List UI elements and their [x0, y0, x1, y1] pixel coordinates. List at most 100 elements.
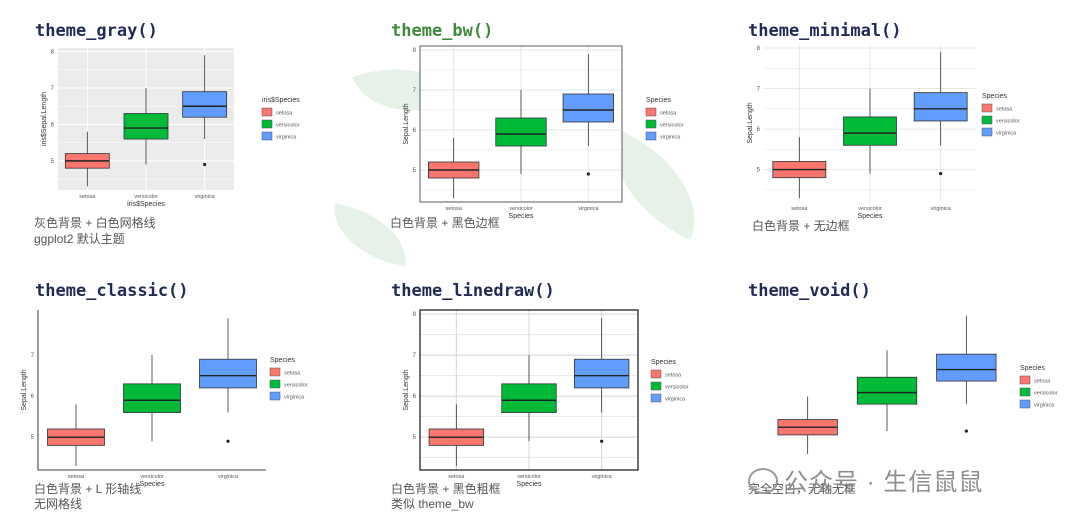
- x-axis-label: Species: [517, 481, 542, 488]
- legend-label: versicolor: [276, 123, 300, 129]
- box-versicolor: [856, 376, 918, 405]
- x-tick-label: virginica: [218, 474, 239, 480]
- panel-caption: 灰色背景 + 白色网格线: [34, 216, 156, 230]
- panel-title: theme_void(): [748, 281, 871, 301]
- y-tick-label: 5: [31, 435, 35, 441]
- x-tick-label: versicolor: [858, 206, 882, 212]
- legend-title: Species: [1020, 365, 1045, 372]
- legend-label: setosa: [996, 107, 1013, 113]
- legend-swatch: [645, 131, 657, 141]
- legend-swatch: [650, 369, 662, 379]
- legend-label: virginica: [665, 397, 686, 403]
- outlier-point: [203, 162, 207, 167]
- legend-swatch: [981, 103, 993, 113]
- legend-swatch: [269, 367, 281, 377]
- panel-title: theme_classic(): [35, 281, 189, 301]
- panel-caption: 白色背景 + 黑色边框: [390, 216, 500, 230]
- y-tick-label: 8: [413, 312, 417, 318]
- x-tick-label: virginica: [931, 206, 952, 212]
- x-tick-label: versicolor: [517, 474, 541, 480]
- y-axis-label: iris$Sepal.Length: [41, 92, 48, 146]
- legend-label: versicolor: [284, 383, 308, 389]
- legend-swatch: [261, 119, 273, 129]
- boxplot-chart: 5 6 7 8 setosa versicolor virginica iris$Specie…: [41, 48, 300, 208]
- y-tick-label: 5: [413, 435, 417, 441]
- legend-swatch: [1019, 387, 1031, 397]
- x-tick-label: virginica: [578, 206, 599, 212]
- legend-label: setosa: [660, 111, 677, 117]
- y-axis-label: Sepal.Length: [747, 102, 754, 143]
- x-axis-label: Species: [140, 481, 165, 488]
- y-axis-label: Sepal.Length: [21, 369, 28, 410]
- y-tick-label: 5: [413, 168, 417, 174]
- y-tick-label: 7: [757, 87, 761, 93]
- watermark: 公众号 · 生信鼠鼠: [748, 462, 983, 497]
- legend-label: versicolor: [1034, 391, 1058, 397]
- box-versicolor: [123, 113, 169, 140]
- panel-border: [419, 309, 639, 471]
- legend-title: Species: [651, 359, 676, 366]
- box-versicolor: [123, 383, 181, 413]
- box-virginica: [574, 358, 630, 389]
- y-tick-label: 8: [51, 50, 55, 56]
- panel-caption: 白色背景 + L 形轴线: [34, 482, 142, 496]
- legend-title: Species: [982, 93, 1007, 100]
- legend-swatch: [261, 131, 273, 141]
- box-virginica: [562, 93, 614, 123]
- y-tick-label: 6: [51, 122, 55, 128]
- legend-label: versicolor: [996, 119, 1020, 125]
- legend-swatch: [269, 379, 281, 389]
- legend-label: virginica: [996, 131, 1017, 137]
- legend-swatch: [981, 127, 993, 137]
- legend-swatch: [261, 107, 273, 117]
- y-tick-label: 7: [413, 353, 417, 359]
- boxplot-chart: 5 6 7 8 setosa versicolor virginica Species Sepa…: [403, 45, 684, 220]
- y-tick-label: 7: [51, 86, 55, 92]
- panel-border: [419, 45, 623, 203]
- y-axis-label: Sepal.Length: [403, 103, 410, 144]
- legend-label: virginica: [276, 135, 297, 141]
- boxplot-chart: 5 6 7 8 setosa versicolor virginica Species Sepa…: [747, 44, 1020, 220]
- legend-label: virginica: [1034, 403, 1055, 409]
- outlier-point: [939, 172, 943, 176]
- panel-caption: 白色背景 + 黑色粗框: [391, 482, 501, 496]
- y-tick-label: 8: [757, 46, 761, 52]
- panel-title: theme_linedraw(): [391, 281, 555, 301]
- legend-label: versicolor: [660, 123, 684, 129]
- legend-label: virginica: [284, 395, 305, 401]
- y-tick-label: 5: [51, 159, 55, 165]
- legend-title: iris$Species: [262, 97, 300, 104]
- legend-label: versicolor: [665, 385, 689, 391]
- legend-swatch: [269, 391, 281, 401]
- legend-swatch: [1019, 399, 1031, 409]
- y-tick-label: 6: [757, 127, 761, 133]
- legend-label: virginica: [660, 135, 681, 141]
- wechat-icon: [748, 468, 778, 494]
- x-tick-label: virginica: [592, 474, 613, 480]
- y-tick-label: 7: [31, 353, 35, 359]
- panel-title: theme_minimal(): [748, 21, 902, 41]
- outlier-point: [964, 429, 968, 433]
- legend-label: setosa: [284, 371, 301, 377]
- outlier-point: [586, 172, 590, 176]
- y-tick-label: 6: [413, 128, 417, 134]
- boxplot-chart: 5 6 7 setosa versicolor virginica Species Sepal…: [21, 310, 308, 488]
- panel-title: theme_gray(): [35, 21, 158, 41]
- y-tick-label: 7: [413, 88, 417, 94]
- legend-swatch: [650, 381, 662, 391]
- legend-swatch: [645, 119, 657, 129]
- legend-title: Species: [646, 97, 671, 104]
- box-virginica: [199, 358, 257, 389]
- box-versicolor: [495, 117, 547, 147]
- y-tick-label: 6: [31, 394, 35, 400]
- boxplot-chart: 5 6 7 8 setosa versicolor virginica Species Sepa…: [403, 309, 689, 488]
- panel-caption: 类似 theme_bw: [391, 497, 474, 511]
- legend-label: setosa: [665, 373, 682, 379]
- boxplot-chart: Species setosa versicolor virginica: [777, 315, 1058, 455]
- x-tick-label: versicolor: [140, 474, 164, 480]
- panel-caption: 白色背景 + 无边框: [752, 219, 850, 233]
- box-virginica: [913, 92, 968, 122]
- y-tick-label: 6: [413, 394, 417, 400]
- x-tick-label: setosa: [448, 474, 465, 480]
- panel-title: theme_bw(): [391, 21, 494, 41]
